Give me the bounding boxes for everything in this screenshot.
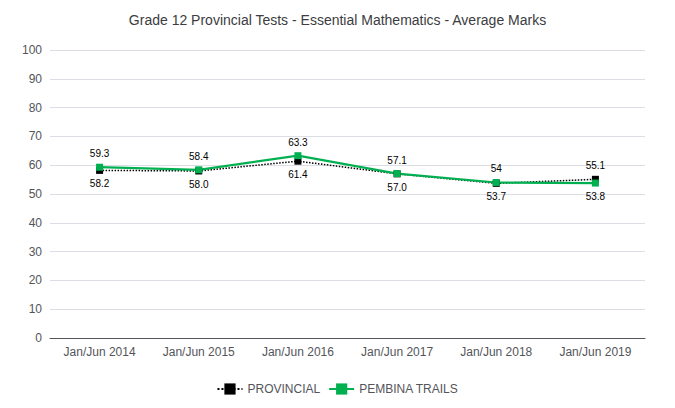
svg-text:70: 70 (29, 129, 43, 143)
svg-text:20: 20 (29, 273, 43, 287)
svg-text:Jan/Jun 2017: Jan/Jun 2017 (361, 345, 433, 359)
svg-text:63.3: 63.3 (288, 137, 308, 148)
svg-text:53.8: 53.8 (586, 191, 606, 202)
svg-text:80: 80 (29, 101, 43, 115)
svg-text:90: 90 (29, 72, 43, 86)
svg-text:0: 0 (35, 331, 42, 345)
svg-text:40: 40 (29, 216, 43, 230)
svg-text:50: 50 (29, 187, 43, 201)
svg-text:61.4: 61.4 (288, 169, 308, 180)
svg-text:Grade 12 Provincial Tests - Es: Grade 12 Provincial Tests - Essential Ma… (129, 12, 546, 28)
svg-text:58.4: 58.4 (189, 151, 209, 162)
svg-text:Jan/Jun 2018: Jan/Jun 2018 (460, 345, 532, 359)
svg-text:58.0: 58.0 (189, 179, 209, 190)
svg-text:60: 60 (29, 158, 43, 172)
svg-text:57.0: 57.0 (387, 182, 407, 193)
svg-text:Jan/Jun 2016: Jan/Jun 2016 (262, 345, 334, 359)
svg-text:PROVINCIAL: PROVINCIAL (247, 382, 320, 396)
svg-text:55.1: 55.1 (586, 160, 606, 171)
svg-text:100: 100 (22, 43, 42, 57)
svg-text:Jan/Jun 2019: Jan/Jun 2019 (559, 345, 631, 359)
svg-text:Jan/Jun 2014: Jan/Jun 2014 (64, 345, 136, 359)
svg-text:58.2: 58.2 (90, 178, 110, 189)
svg-text:53.7: 53.7 (487, 191, 507, 202)
svg-text:Jan/Jun 2015: Jan/Jun 2015 (163, 345, 235, 359)
svg-text:54: 54 (491, 163, 503, 174)
svg-text:57.1: 57.1 (387, 155, 407, 166)
svg-text:59.3: 59.3 (90, 148, 110, 159)
svg-text:30: 30 (29, 245, 43, 259)
svg-text:10: 10 (29, 302, 43, 316)
svg-text:PEMBINA TRAILS: PEMBINA TRAILS (359, 382, 457, 396)
